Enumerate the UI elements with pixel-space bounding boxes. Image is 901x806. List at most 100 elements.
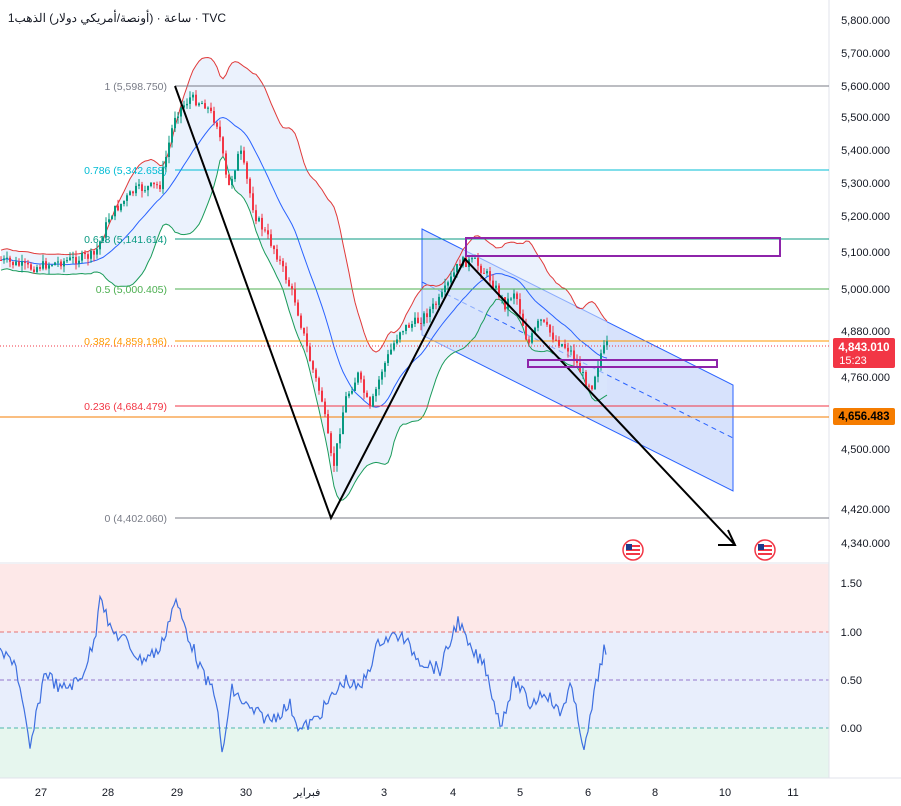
candle-body — [582, 372, 584, 373]
candle-body — [492, 280, 494, 289]
candle-body — [9, 257, 11, 262]
price-tick-label: 5,600.000 — [841, 81, 890, 93]
candle-body — [15, 261, 17, 265]
candle-body — [186, 103, 188, 106]
candle-body — [147, 186, 149, 191]
candle-body — [429, 309, 431, 317]
candle-body — [48, 265, 50, 269]
candle-body — [162, 167, 164, 190]
candle-body — [531, 333, 533, 343]
price-tick-label: 4,760.000 — [841, 372, 890, 384]
candle-body — [21, 261, 23, 266]
candle-body — [216, 122, 218, 127]
date-axis[interactable]: 27 28 29 30 فبراير 3 4 5 6 8 10 11 — [35, 787, 799, 799]
candle-body — [261, 217, 263, 230]
candle-body — [135, 185, 137, 194]
candle-body — [243, 150, 245, 163]
candle-body — [189, 97, 191, 104]
candle-body — [222, 137, 224, 154]
candle-body — [378, 379, 380, 390]
candle-body — [513, 293, 515, 299]
candle-body — [585, 372, 587, 386]
fib-level-label: 0.236 (4,684.479) — [84, 401, 167, 413]
candle-body — [486, 271, 488, 274]
candle-body — [210, 107, 212, 111]
candle-body — [555, 339, 557, 341]
fib-level-label: 0.618 (5,141.614) — [84, 234, 167, 246]
candle-body — [45, 261, 47, 269]
candle-body — [576, 360, 578, 363]
candle-body — [561, 344, 563, 347]
candle-body — [300, 315, 302, 328]
price-tick-label: 4,340.000 — [841, 538, 890, 550]
candle-body — [105, 222, 107, 238]
candle-body — [414, 317, 416, 324]
fib-level-label: 1 (5,598.750) — [105, 81, 167, 93]
candle-body — [342, 412, 344, 435]
candle-body — [39, 267, 41, 269]
candle-body — [240, 150, 242, 154]
us-flag-event-icon[interactable] — [754, 539, 776, 561]
candle-body — [267, 230, 269, 235]
oscillator-tick-label: 1.50 — [841, 578, 862, 590]
candle-body — [24, 261, 26, 263]
candle-body — [348, 393, 350, 397]
candle-body — [159, 185, 161, 190]
candle-body — [165, 157, 167, 168]
date-tick-label: 4 — [450, 787, 456, 799]
candle-body — [441, 292, 443, 297]
candle-body — [132, 191, 134, 194]
candle-body — [84, 252, 86, 255]
candle-body — [0, 260, 2, 261]
candle-body — [138, 184, 140, 186]
candle-body — [57, 261, 59, 263]
candle-body — [567, 347, 569, 352]
candle-body — [237, 153, 239, 171]
candle-body — [540, 319, 542, 321]
candle-body — [339, 434, 341, 444]
date-tick-label: 27 — [35, 787, 47, 799]
us-flag-event-icon[interactable] — [622, 539, 644, 561]
bar-countdown: 15:23 — [839, 355, 867, 367]
candle-body — [453, 272, 455, 277]
candle-body — [558, 340, 560, 347]
resistance-zone-box[interactable] — [465, 237, 781, 257]
support-zone-box[interactable] — [527, 359, 718, 368]
price-tick-label: 5,000.000 — [841, 284, 890, 296]
candle-body — [276, 249, 278, 260]
candle-body — [81, 252, 83, 261]
date-tick-label: 29 — [171, 787, 183, 799]
date-tick-label: فبراير — [293, 787, 321, 799]
candle-body — [6, 257, 8, 259]
price-axis[interactable]: 5,800.000 5,700.000 5,600.000 5,500.000 5,40… — [841, 15, 890, 550]
candle-body — [294, 288, 296, 303]
candle-body — [198, 103, 200, 106]
candle-body — [69, 257, 71, 261]
candle-body — [498, 285, 500, 298]
candle-body — [177, 116, 179, 118]
candle-body — [318, 378, 320, 391]
date-tick-label: 30 — [240, 787, 252, 799]
chart-title: 1ساعة · (أونصة/أمريكي دولار) الذهب · TVC — [8, 10, 226, 25]
candle-body — [570, 350, 572, 352]
candle-body — [93, 250, 95, 255]
candle-body — [372, 396, 374, 407]
candle-body — [108, 219, 110, 223]
candle-body — [315, 369, 317, 379]
oscillator-axis[interactable]: 1.50 1.00 0.50 0.00 — [841, 578, 862, 735]
candle-body — [456, 264, 458, 273]
candle-body — [195, 94, 197, 106]
candle-body — [273, 245, 275, 250]
candle-body — [408, 324, 410, 328]
trend-lines[interactable] — [174, 85, 737, 546]
candle-body — [156, 184, 158, 186]
price-tick-label: 5,700.000 — [841, 48, 890, 60]
candle-body — [264, 229, 266, 231]
candle-body — [393, 343, 395, 350]
price-tick-label: 5,100.000 — [841, 247, 890, 259]
candle-body — [603, 345, 605, 354]
candle-body — [153, 182, 155, 185]
candle-body — [474, 257, 476, 259]
candle-body — [411, 324, 413, 328]
